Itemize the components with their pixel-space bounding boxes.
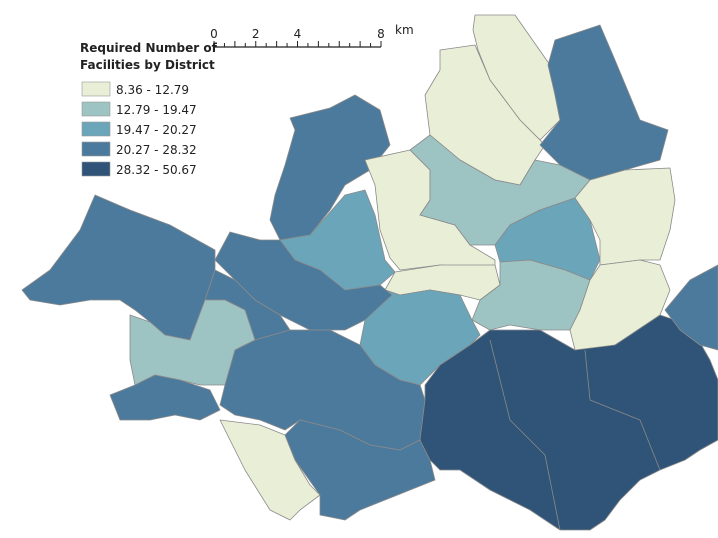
legend-label: 20.27 - 28.32 xyxy=(116,143,197,157)
legend-swatch xyxy=(81,161,111,177)
legend-title: Required Number of xyxy=(80,41,218,55)
districts xyxy=(21,14,718,531)
scale-label: 8 xyxy=(377,27,385,41)
district xyxy=(574,167,676,266)
district-boundary xyxy=(584,349,661,471)
scale-bar: km 0 2 4 8 xyxy=(210,23,414,48)
district xyxy=(21,194,216,341)
legend: Required Number of Facilities by Distric… xyxy=(80,41,218,177)
district xyxy=(269,94,391,241)
legend-swatch xyxy=(81,121,111,137)
legend-swatch xyxy=(81,141,111,157)
district xyxy=(109,374,221,421)
legend-swatch xyxy=(81,101,111,117)
district xyxy=(284,419,436,521)
scale-unit: km xyxy=(395,23,414,37)
scale-label: 4 xyxy=(294,27,302,41)
legend-swatch xyxy=(81,81,111,97)
legend-label: 19.47 - 20.27 xyxy=(116,123,197,137)
scale-label: 0 xyxy=(210,27,218,41)
district xyxy=(664,264,718,351)
legend-label: 28.32 - 50.67 xyxy=(116,163,197,177)
district xyxy=(219,419,321,521)
legend-title: Facilities by District xyxy=(80,58,215,72)
district xyxy=(539,24,669,181)
legend-label: 8.36 - 12.79 xyxy=(116,83,189,97)
district-boundary xyxy=(489,339,561,531)
legend-label: 12.79 - 19.47 xyxy=(116,103,197,117)
scale-label: 2 xyxy=(252,27,260,41)
